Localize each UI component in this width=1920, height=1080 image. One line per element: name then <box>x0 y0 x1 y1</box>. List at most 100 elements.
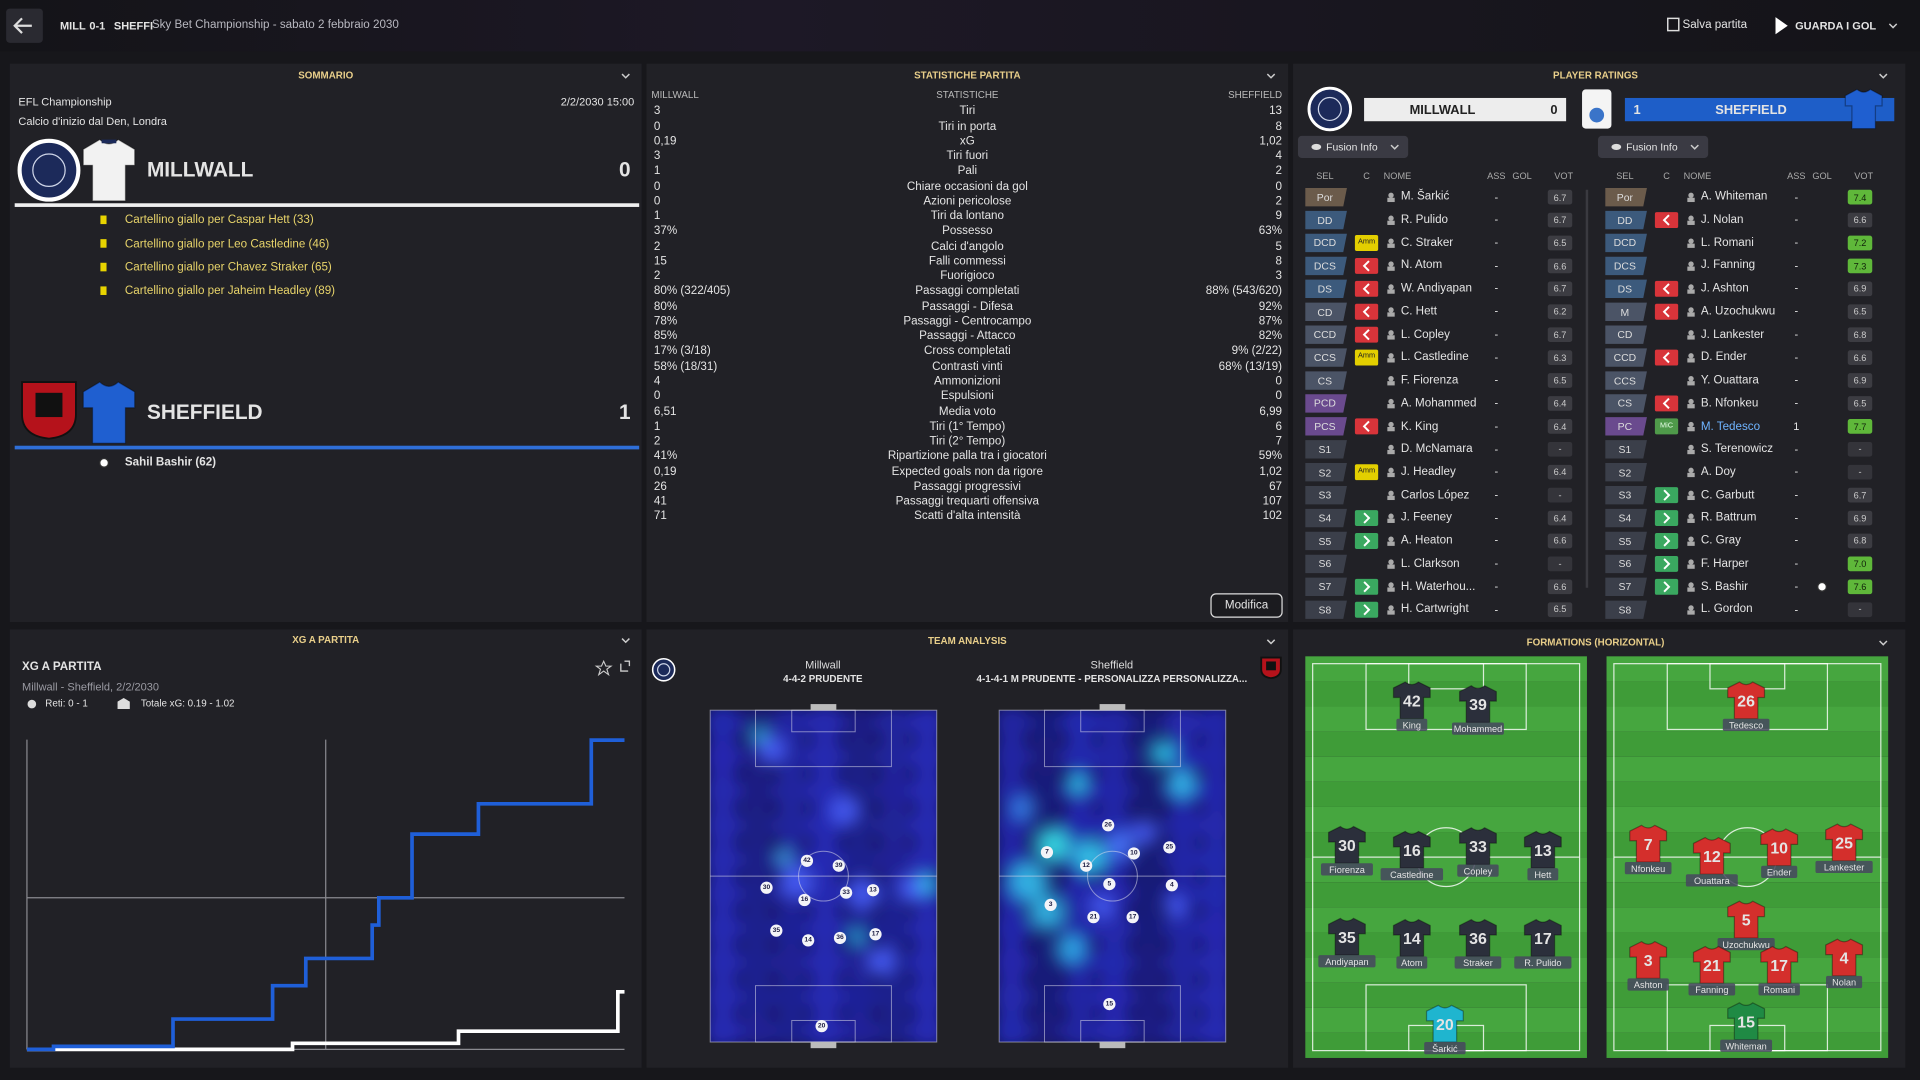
person-icon <box>1688 398 1694 405</box>
card-badge <box>1354 349 1379 366</box>
column-header: GOL <box>1512 169 1532 181</box>
player-name: A. Heaton <box>1400 533 1453 548</box>
assists: - <box>1794 373 1799 387</box>
stat-label: Tiri fuori <box>946 149 989 163</box>
sub-off-badge <box>1654 395 1679 412</box>
stat-label: Tiri (2° Tempo) <box>929 434 1006 449</box>
rating: - <box>1558 443 1562 455</box>
person-icon-body <box>1687 335 1695 340</box>
player-name: A. Uzochukwu <box>1700 304 1776 319</box>
heat-blob <box>840 737 880 777</box>
star-icon[interactable] <box>594 659 613 677</box>
expand-icon[interactable] <box>620 660 631 672</box>
assists: - <box>1494 419 1499 432</box>
assists: - <box>1494 350 1499 364</box>
person-icon <box>1688 330 1694 336</box>
player-name: L. Clarkson <box>1400 556 1460 571</box>
xg-title: XG A PARTITA <box>22 660 102 674</box>
assists: - <box>1794 213 1799 226</box>
heat-blob <box>874 1011 914 1043</box>
stat-label: Scatti d'alta intensità <box>914 509 1021 524</box>
heat-blob <box>908 977 937 1017</box>
name-tag <box>1424 1042 1466 1055</box>
player-dot-number: 17 <box>871 930 880 938</box>
heat-blob <box>908 805 937 845</box>
assists: - <box>1794 305 1799 318</box>
stat-home: 1 <box>653 164 661 178</box>
heat-blob <box>710 908 743 948</box>
assists: - <box>1494 282 1499 295</box>
column-header: C <box>1663 169 1670 181</box>
rating: 6.5 <box>1553 237 1567 249</box>
stat-away: 59% <box>1258 449 1283 464</box>
yellow-card-icon <box>100 262 107 272</box>
shirt-number: 16 <box>1402 841 1421 860</box>
stat-away: 0 <box>1275 374 1283 389</box>
stat-home: 41 <box>653 494 667 509</box>
pitch-stripe <box>1305 756 1587 782</box>
name-tag <box>1452 722 1504 735</box>
player-dot <box>833 931 847 945</box>
shirt-number: 3 <box>1643 951 1653 971</box>
position-badge <box>1305 531 1347 551</box>
heat-blob <box>771 908 811 948</box>
person-icon <box>1388 375 1394 382</box>
fusion-info-label[interactable]: Fusion Info <box>1626 140 1678 153</box>
position: S1 <box>1318 443 1332 456</box>
panel-title: STATISTICHE PARTITA <box>914 70 1021 82</box>
rating-badge <box>1547 373 1573 388</box>
player-dot-number: 10 <box>1130 849 1138 857</box>
heat-blob <box>1060 737 1100 777</box>
assists: - <box>1494 373 1499 387</box>
edit-button[interactable] <box>1210 593 1283 618</box>
person-icon <box>1388 467 1394 474</box>
player-name: Ashton <box>1633 978 1663 991</box>
sub-off-arrow <box>1362 260 1370 272</box>
fusion-info-label[interactable]: Fusion Info <box>1326 140 1378 153</box>
player-name: K. King <box>1400 419 1439 433</box>
rating-badge <box>1547 487 1573 503</box>
highlights-button[interactable]: GUARDA I GOL <box>1795 19 1877 32</box>
player-name: Šarkić <box>1432 1042 1458 1054</box>
goal <box>1099 1042 1126 1049</box>
fusion-info-button[interactable] <box>1597 135 1709 158</box>
assists: - <box>1794 603 1799 616</box>
fusion-info-button[interactable] <box>1297 135 1409 158</box>
position: S6 <box>1318 557 1332 570</box>
card-label: Amm <box>1357 353 1376 361</box>
heat-blob <box>737 805 777 845</box>
heat-blob <box>1128 977 1169 1017</box>
sub-off-badge <box>1354 418 1379 435</box>
heat-blob <box>710 977 743 1017</box>
person-icon-body <box>1387 564 1395 569</box>
shirt-number: 17 <box>1533 929 1552 948</box>
player-name: Hett <box>1534 868 1552 880</box>
player-shirt <box>1327 825 1366 864</box>
person-icon-body <box>1387 610 1395 615</box>
pitch-stripe <box>1606 656 1889 682</box>
assists: - <box>1794 442 1799 455</box>
edit-label[interactable]: Modifica <box>1224 599 1269 613</box>
away-team-name: SHEFFIELD <box>146 400 263 424</box>
rating-badge <box>1547 579 1573 595</box>
pitch-stripe <box>1606 731 1889 757</box>
stat-away: 67 <box>1269 479 1283 494</box>
player-name: Andiyapan <box>1325 955 1369 967</box>
stat-home: 1 <box>653 209 661 223</box>
player-name: C. Hett <box>1400 304 1438 319</box>
rating: 7.7 <box>1853 420 1867 432</box>
player-dot <box>866 884 880 897</box>
heat-blob <box>999 942 1032 983</box>
player-dot <box>840 886 853 899</box>
heat-blob <box>737 874 777 914</box>
player-shirt <box>1327 917 1366 956</box>
stat-home: 85% <box>653 329 678 344</box>
stat-away: 3 <box>1275 269 1283 284</box>
panel-title: FORMATIONS (HORIZONTAL) <box>1526 636 1665 648</box>
save-button[interactable]: Salva partita <box>1682 18 1748 33</box>
player-name: R. Pulido <box>1400 213 1449 227</box>
heat-blob <box>999 710 1032 743</box>
chevron-icon <box>1390 144 1399 150</box>
heat-blob <box>710 737 743 777</box>
